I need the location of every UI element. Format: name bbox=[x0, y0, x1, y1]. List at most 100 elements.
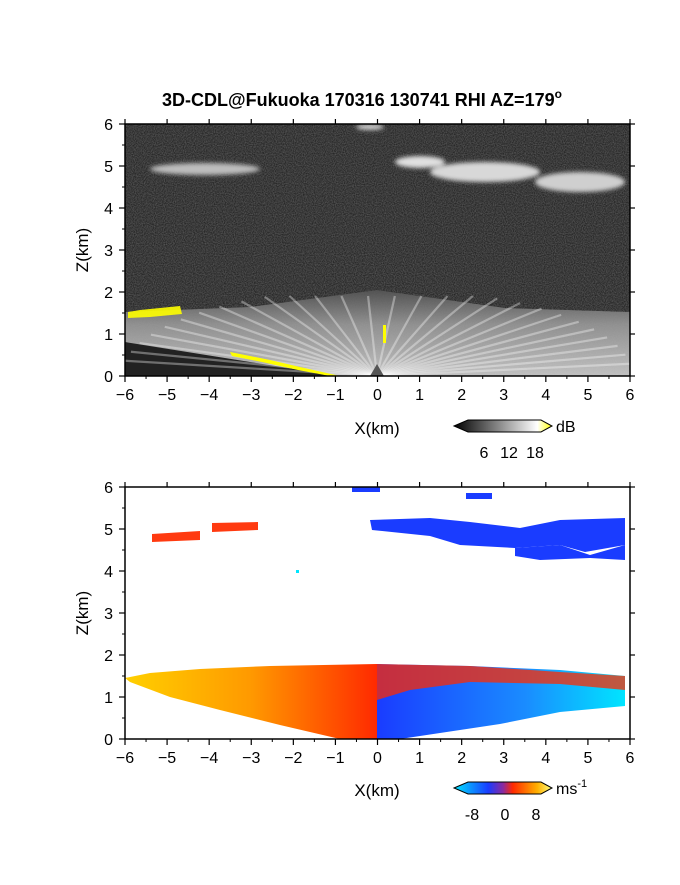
velocity-y-tick-label: 6 bbox=[104, 480, 113, 497]
velocity-y-tick-label: 0 bbox=[104, 732, 113, 749]
intensity-beam-rays bbox=[125, 295, 630, 376]
intensity-cloud bbox=[535, 172, 625, 192]
intensity-beam-ray bbox=[218, 305, 378, 376]
intensity-y-tick-label: 2 bbox=[104, 285, 113, 302]
intensity-beam-ray bbox=[376, 344, 618, 376]
intensity-y-tick-label: 3 bbox=[104, 243, 113, 260]
intensity-x-tick-label: −2 bbox=[284, 387, 302, 404]
intensity-beam-ray bbox=[376, 307, 542, 376]
velocity-colorbar-tick: -8 bbox=[465, 807, 479, 824]
velocity-y-ticks: 0 1 2 3 4 5 6 bbox=[104, 480, 635, 749]
intensity-colorbar: dB 6 12 18 bbox=[452, 419, 576, 462]
intensity-beam-ray bbox=[376, 362, 630, 376]
intensity-beam-ray bbox=[314, 295, 378, 376]
intensity-colorbar-tick: 12 bbox=[500, 445, 518, 462]
velocity-x-tick-label: 3 bbox=[499, 750, 508, 767]
intensity-colorbar-tick: 18 bbox=[526, 445, 544, 462]
velocity-x-tick-label: 0 bbox=[373, 750, 382, 767]
velocity-colorbar-tick: 0 bbox=[501, 807, 510, 824]
intensity-x-tick-label: −1 bbox=[326, 387, 344, 404]
velocity-colorbar-bar bbox=[452, 781, 554, 795]
intensity-y-tick-label: 4 bbox=[104, 201, 113, 218]
velocity-y-tick-label: 1 bbox=[104, 690, 113, 707]
intensity-radar-site bbox=[370, 364, 384, 376]
intensity-beam-ray bbox=[376, 353, 626, 376]
velocity-y-tick-label: 2 bbox=[104, 648, 113, 665]
intensity-x-tick-label: −3 bbox=[242, 387, 260, 404]
velocity-y-tick-label: 4 bbox=[104, 564, 113, 581]
intensity-beam-ray bbox=[376, 302, 521, 376]
velocity-cloud-negative bbox=[352, 487, 380, 492]
intensity-beam-ray bbox=[264, 296, 378, 376]
intensity-colorbar-unit: dB bbox=[556, 419, 576, 436]
intensity-beam-ray bbox=[366, 295, 379, 376]
intensity-beam-ray bbox=[376, 336, 608, 376]
intensity-y-tick-label: 6 bbox=[104, 117, 113, 134]
velocity-cloud-negative bbox=[466, 493, 492, 499]
velocity-isolated-echo bbox=[296, 570, 299, 573]
velocity-boundary-layer-west bbox=[125, 664, 377, 739]
intensity-beam-ray bbox=[376, 295, 474, 376]
intensity-cloud bbox=[150, 163, 260, 175]
intensity-beam-ray bbox=[376, 297, 498, 376]
intensity-x-tick-label: 6 bbox=[626, 387, 635, 404]
intensity-clutter bbox=[128, 306, 182, 318]
velocity-colorbar-tick: 8 bbox=[532, 807, 541, 824]
intensity-beam-ray bbox=[150, 333, 378, 376]
velocity-x-tick-label: 1 bbox=[415, 750, 424, 767]
intensity-beam-ray bbox=[376, 295, 423, 376]
velocity-cloud-negative bbox=[515, 545, 625, 560]
velocity-boundary-layer-east-top bbox=[377, 664, 625, 700]
velocity-colorbar: ms-1 -8 0 8 bbox=[452, 778, 587, 824]
intensity-x-tick-label: 0 bbox=[373, 387, 382, 404]
velocity-x-tick-label: −6 bbox=[116, 750, 134, 767]
intensity-x-tick-label: −4 bbox=[200, 387, 218, 404]
velocity-cloud-positive bbox=[152, 531, 200, 542]
velocity-x-tick-label: −3 bbox=[242, 750, 260, 767]
velocity-x-tick-label: 5 bbox=[583, 750, 592, 767]
figure-title: 3D-CDL@Fukuoka 170316 130741 RHI AZ=179o bbox=[162, 87, 562, 110]
intensity-beam-ray bbox=[376, 295, 449, 376]
intensity-y-tick-label: 5 bbox=[104, 159, 113, 176]
velocity-y-tick-label: 5 bbox=[104, 522, 113, 539]
intensity-x-tick-label: 5 bbox=[583, 387, 592, 404]
velocity-colorbar-unit: ms-1 bbox=[556, 778, 587, 798]
intensity-colorbar-tick: 6 bbox=[480, 445, 489, 462]
velocity-x-tick-label: −1 bbox=[326, 750, 344, 767]
intensity-surface-shadow bbox=[125, 342, 340, 376]
intensity-cloud bbox=[395, 156, 445, 168]
velocity-x-tick-label: −4 bbox=[200, 750, 218, 767]
velocity-xlabel: X(km) bbox=[354, 781, 399, 800]
intensity-clutter bbox=[383, 325, 386, 343]
velocity-x-tick-label: 2 bbox=[457, 750, 466, 767]
intensity-clutter bbox=[230, 352, 340, 376]
velocity-x-tick-label: −2 bbox=[284, 750, 302, 767]
intensity-x-tick-label: 1 bbox=[415, 387, 424, 404]
intensity-x-tick-label: 4 bbox=[541, 387, 550, 404]
intensity-y-ticks: 0 1 2 3 4 5 6 bbox=[104, 117, 635, 386]
velocity-x-ticks: −6 −5 −4 −3 −2 −1 0 1 2 3 4 5 6 bbox=[116, 482, 635, 767]
intensity-beam-ray bbox=[240, 300, 378, 376]
intensity-beam-ray bbox=[130, 350, 378, 376]
intensity-beam-ray bbox=[340, 295, 379, 376]
intensity-colorbar-bar bbox=[452, 419, 554, 433]
intensity-x-tick-label: 2 bbox=[457, 387, 466, 404]
velocity-y-tick-label: 3 bbox=[104, 606, 113, 623]
intensity-beam-ray bbox=[376, 320, 580, 376]
intensity-beam-ray bbox=[164, 325, 378, 376]
intensity-cloud bbox=[430, 162, 540, 182]
velocity-cloud-positive bbox=[212, 522, 258, 532]
intensity-beam-ray bbox=[198, 311, 378, 376]
intensity-beam-ray bbox=[376, 313, 562, 376]
intensity-ylabel: Z(km) bbox=[73, 228, 92, 272]
velocity-x-tick-label: 6 bbox=[626, 750, 635, 767]
intensity-xlabel: X(km) bbox=[354, 419, 399, 438]
intensity-boundary-layer bbox=[125, 290, 630, 376]
intensity-x-tick-label: 3 bbox=[499, 387, 508, 404]
intensity-x-tick-label: −5 bbox=[158, 387, 176, 404]
velocity-x-tick-label: 4 bbox=[541, 750, 550, 767]
intensity-beam-ray bbox=[180, 318, 378, 376]
